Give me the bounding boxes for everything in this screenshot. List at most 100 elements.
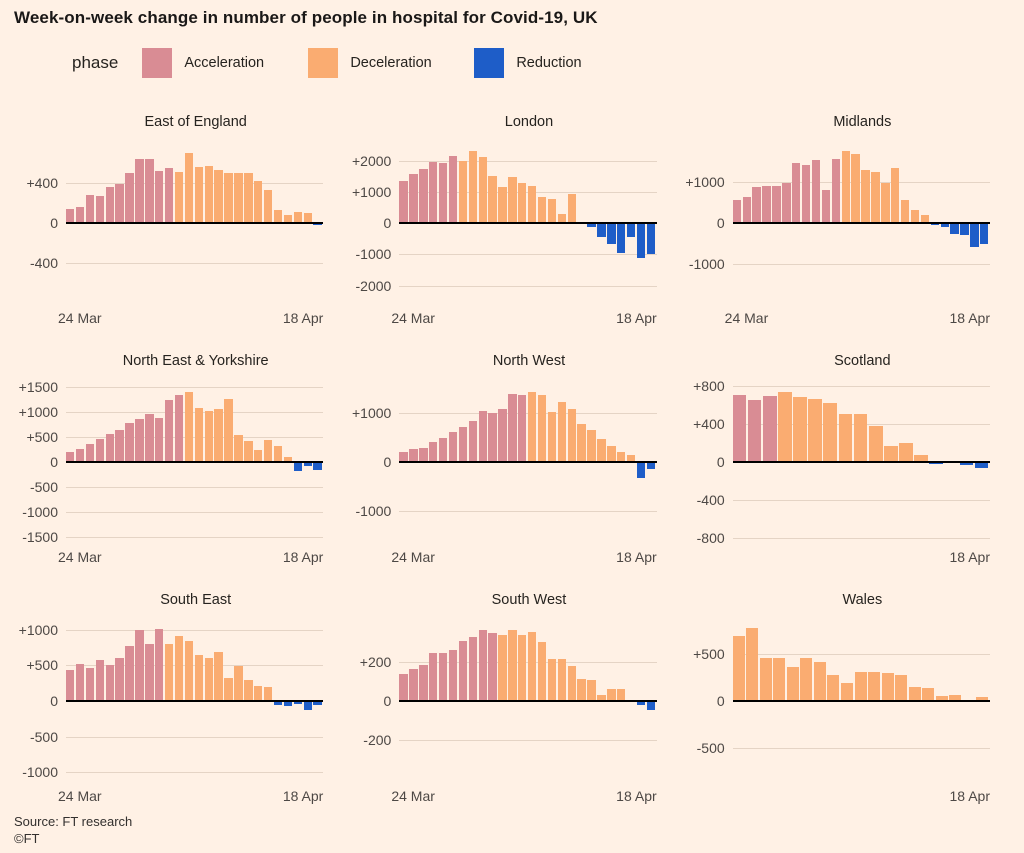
zero-axis-line: [66, 222, 324, 224]
gridline: [66, 487, 324, 489]
y-tick-label: 0: [383, 454, 392, 470]
bar-deceleration: [204, 410, 213, 462]
bar-deceleration: [773, 657, 786, 701]
y-tick-label: 0: [716, 215, 725, 231]
bar-deceleration: [458, 160, 468, 223]
bar-acceleration: [115, 658, 124, 701]
bar-deceleration: [174, 636, 184, 701]
bar-deceleration: [224, 399, 233, 462]
gridline: [399, 254, 657, 256]
bar-deceleration: [557, 659, 567, 701]
y-axis: +200 0 -200: [347, 616, 399, 786]
bar-deceleration: [498, 187, 507, 223]
bar-acceleration: [75, 448, 85, 462]
bar-acceleration: [145, 159, 154, 223]
plot-area: [732, 616, 990, 786]
bar-deceleration: [871, 171, 880, 223]
bar-acceleration: [135, 629, 144, 701]
bar-deceleration: [557, 402, 567, 462]
bar-deceleration: [234, 173, 243, 223]
y-tick-label: 0: [716, 454, 725, 470]
legend-swatch-deceleration: [308, 48, 339, 78]
bar-deceleration: [204, 165, 213, 223]
subplot-south-west: South West +200 0 -200 24 Mar 18 Apr: [347, 592, 680, 806]
bar-acceleration: [399, 673, 408, 701]
bar-acceleration: [145, 643, 154, 701]
bar-acceleration: [508, 394, 517, 462]
x-axis-label-end: 18 Apr: [949, 788, 990, 804]
bar-reduction: [617, 223, 626, 254]
y-tick-label: +400: [693, 416, 725, 432]
bar-acceleration: [429, 653, 438, 701]
bar-deceleration: [759, 658, 772, 701]
subplot-london: London +2000 +1000 0 -1000 -2000 24 Mar 18 Apr: [347, 114, 680, 328]
y-tick-label: +500: [693, 646, 725, 663]
bar-reduction: [929, 462, 944, 465]
gridline: [66, 772, 324, 774]
subplot-midlands: Midlands +1000 0 -1000 24 Mar 18 Apr: [681, 114, 1014, 328]
plot-area: [732, 377, 990, 547]
bar-acceleration: [95, 439, 105, 462]
bar-acceleration: [95, 659, 105, 701]
bar-reduction: [597, 223, 606, 238]
bar-deceleration: [567, 665, 576, 701]
subplot-title: South West: [491, 592, 567, 608]
bar-acceleration: [75, 206, 85, 223]
bar-deceleration: [254, 686, 263, 701]
y-tick-label: -2000: [355, 277, 392, 294]
y-tick-label: 0: [383, 693, 392, 709]
zero-axis-line: [399, 700, 657, 702]
subplot-title: South East: [160, 592, 232, 608]
bar-deceleration: [732, 635, 745, 701]
bar-deceleration: [854, 672, 867, 701]
x-axis-labels: 24 Mar 18 Apr: [58, 788, 323, 806]
y-tick-label: -1500: [22, 529, 58, 546]
bar-deceleration: [234, 665, 243, 701]
y-tick-label: 0: [50, 454, 58, 470]
y-tick-label: 0: [50, 215, 58, 231]
gridline: [399, 285, 657, 287]
legend-title: phase: [72, 53, 119, 72]
bar-acceleration: [438, 162, 448, 223]
bar-reduction: [303, 462, 312, 467]
bar-acceleration: [782, 182, 791, 223]
bar-deceleration: [557, 213, 567, 223]
bar-deceleration: [800, 658, 813, 701]
bar-acceleration: [419, 664, 428, 701]
bar-deceleration: [567, 409, 576, 462]
bar-acceleration: [498, 408, 507, 462]
bar-acceleration: [821, 189, 831, 223]
y-tick-label: +500: [26, 657, 58, 674]
y-tick-label: -1000: [22, 504, 58, 521]
bar-acceleration: [85, 668, 95, 701]
y-tick-label: 0: [716, 693, 725, 709]
x-axis-labels: 24 Mar 18 Apr: [725, 310, 990, 328]
bar-acceleration: [801, 164, 811, 223]
bar-deceleration: [895, 675, 908, 701]
y-tick-label: -1000: [22, 764, 58, 781]
gridline: [732, 264, 990, 266]
bar-deceleration: [527, 185, 537, 223]
bar-deceleration: [263, 440, 273, 462]
y-tick-label: 0: [383, 215, 392, 231]
source-note: Source: FT research: [14, 814, 133, 829]
bar-acceleration: [732, 200, 742, 223]
bar-deceleration: [899, 443, 913, 462]
bar-acceleration: [468, 420, 477, 462]
bar-reduction: [293, 701, 303, 704]
plot-area: [399, 377, 657, 547]
x-axis-label-end: 18 Apr: [616, 788, 657, 804]
bar-acceleration: [115, 184, 124, 223]
y-tick-label: -1000: [688, 256, 725, 273]
bar-deceleration: [626, 454, 636, 462]
gridline: [732, 386, 990, 388]
bar-deceleration: [184, 391, 194, 462]
x-axis-label-start: 24 Mar: [391, 310, 435, 326]
legend-item-deceleration: Deceleration: [308, 48, 444, 78]
subplot-title: East of England: [144, 114, 247, 130]
bar-deceleration: [283, 215, 293, 223]
bar-deceleration: [949, 694, 962, 701]
copyright-note: ©FT: [14, 831, 40, 846]
bar-deceleration: [851, 153, 860, 223]
bar-deceleration: [900, 199, 910, 223]
